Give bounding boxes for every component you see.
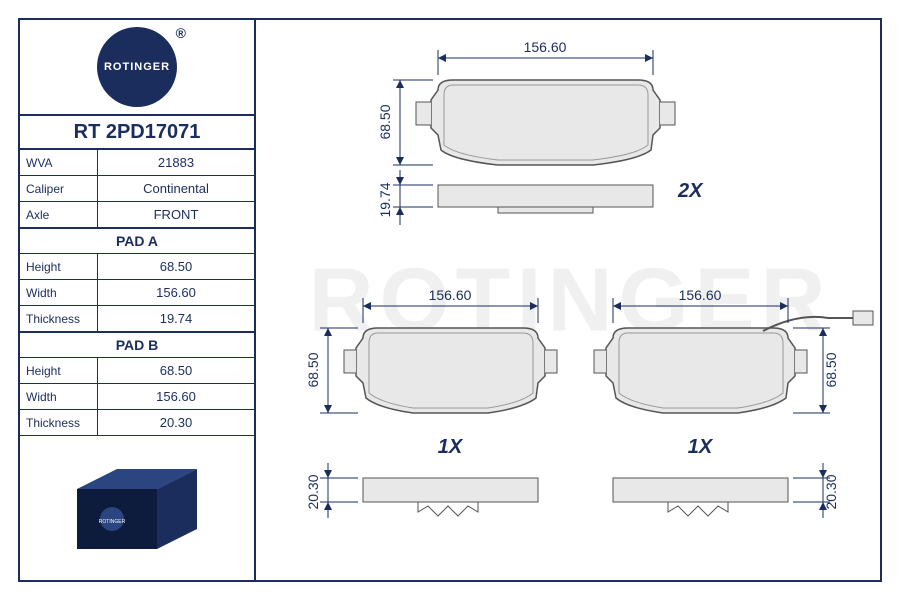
spec-value: 156.60	[98, 280, 254, 305]
spec-label: Thickness	[20, 410, 98, 435]
dim-thickness: 20.30	[823, 474, 839, 509]
dim-thickness: 19.74	[377, 182, 393, 217]
spec-value: 68.50	[98, 254, 254, 279]
pad-top-diagram: 156.60 68.50 19.74	[338, 30, 698, 260]
pad-bottom-right-diagram: 156.60 68.50 1X 20.30	[568, 278, 882, 568]
product-box-icon: ROTINGER	[57, 459, 217, 559]
diagram-area: ROTINGER 156.60 68.50	[258, 20, 882, 582]
product-box-cell: ROTINGER	[20, 436, 254, 582]
pad-b-header: PAD B	[20, 332, 254, 358]
spec-value: 156.60	[98, 384, 254, 409]
spec-label: WVA	[20, 150, 98, 175]
spec-label: Width	[20, 280, 98, 305]
pad-bottom-left-diagram: 156.60 68.50 1X 20.30	[278, 278, 578, 568]
svg-text:ROTINGER: ROTINGER	[99, 519, 126, 525]
spec-row-wva: WVA 21883	[20, 150, 254, 176]
spec-row-caliper: Caliper Continental	[20, 176, 254, 202]
spec-value: FRONT	[98, 202, 254, 227]
spec-value: 19.74	[98, 306, 254, 331]
spec-label: Height	[20, 358, 98, 383]
qty-label: 1X	[688, 436, 714, 458]
pad-a-header: PAD A	[20, 228, 254, 254]
spec-panel: ROTINGER RT 2PD17071 WVA 21883 Caliper C…	[20, 20, 256, 582]
table-row: Thickness 20.30	[20, 410, 254, 436]
dim-width: 156.60	[524, 39, 567, 55]
table-row: Height 68.50	[20, 254, 254, 280]
spec-value: 68.50	[98, 358, 254, 383]
dim-height: 68.50	[823, 352, 839, 387]
table-row: Width 156.60	[20, 384, 254, 410]
table-row: Height 68.50	[20, 358, 254, 384]
spec-label: Thickness	[20, 306, 98, 331]
drawing-frame: ROTINGER RT 2PD17071 WVA 21883 Caliper C…	[18, 18, 882, 582]
qty-label: 1X	[438, 436, 464, 458]
spec-row-axle: Axle FRONT	[20, 202, 254, 228]
logo-cell: ROTINGER	[20, 20, 254, 116]
spec-value: 21883	[98, 150, 254, 175]
spec-label: Height	[20, 254, 98, 279]
dim-width: 156.60	[429, 287, 472, 303]
spec-label: Caliper	[20, 176, 98, 201]
dim-thickness: 20.30	[305, 474, 321, 509]
dim-height: 68.50	[305, 352, 321, 387]
dim-height: 68.50	[377, 104, 393, 139]
brand-logo: ROTINGER	[97, 27, 177, 107]
spec-label: Axle	[20, 202, 98, 227]
spec-label: Width	[20, 384, 98, 409]
table-row: Thickness 19.74	[20, 306, 254, 332]
spec-value: Continental	[98, 176, 254, 201]
dim-width: 156.60	[679, 287, 722, 303]
part-number: RT 2PD17071	[20, 116, 254, 150]
spec-value: 20.30	[98, 410, 254, 435]
table-row: Width 156.60	[20, 280, 254, 306]
